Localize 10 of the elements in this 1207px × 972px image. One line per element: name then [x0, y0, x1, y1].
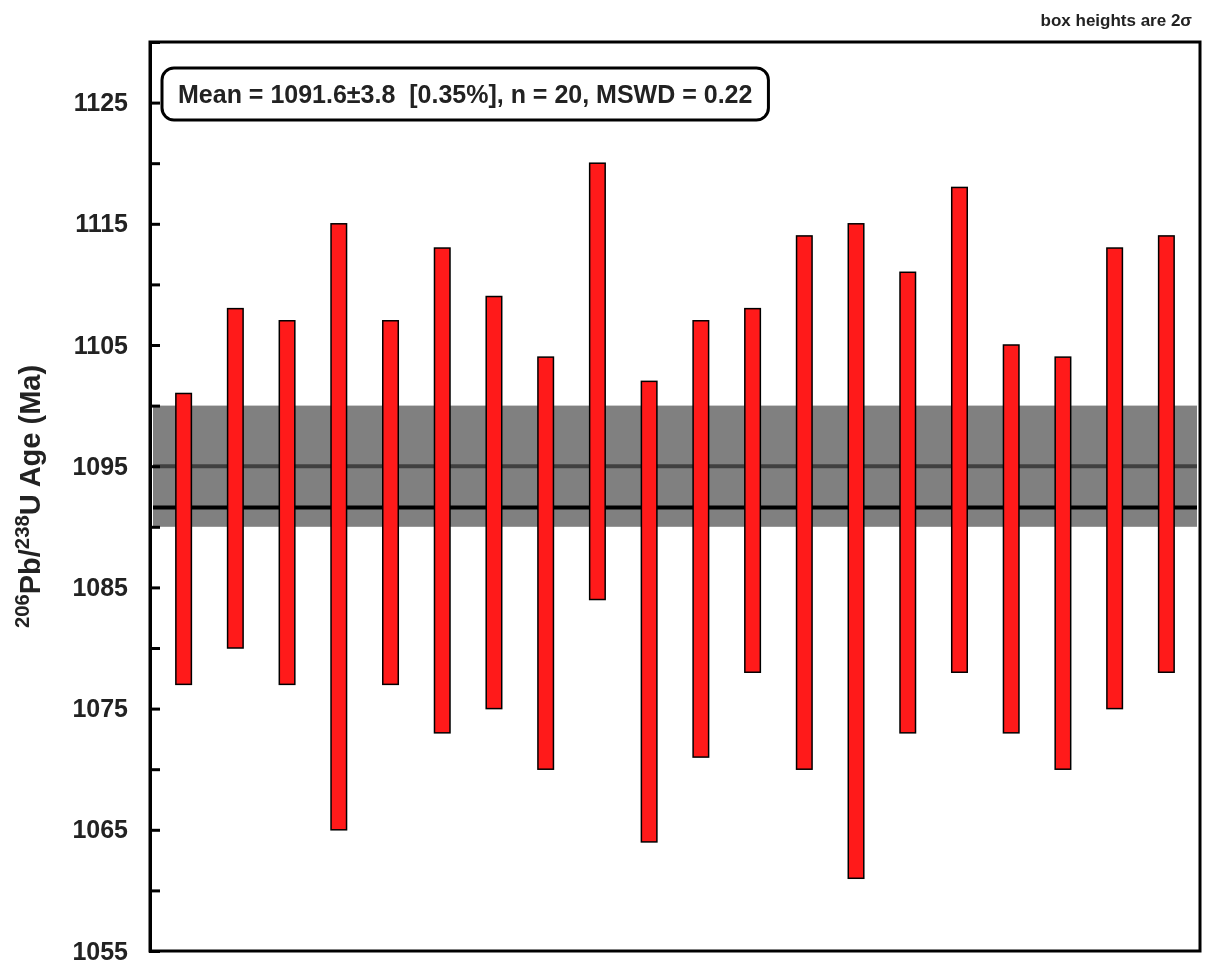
y-tick-label: 1085	[72, 572, 129, 601]
y-tick-label: 1105	[73, 330, 129, 359]
y-tick-label: 1055	[72, 936, 129, 965]
y-tick-label: 1095	[72, 451, 129, 480]
y-tick-label: 1075	[72, 694, 129, 723]
y-tick-label: 1065	[72, 815, 129, 844]
text: box heights are 2σ	[1040, 11, 1193, 30]
y-tick-label: 1115	[75, 209, 129, 238]
y-tick-label: 1125	[73, 88, 129, 117]
annotation: Mean = 1091.6±3.8 [0.35%], n = 20, MSWD = 0.22	[178, 80, 753, 108]
